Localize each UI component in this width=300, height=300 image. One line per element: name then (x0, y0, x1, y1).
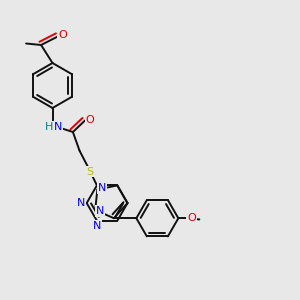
Text: H: H (45, 122, 53, 132)
Text: N: N (76, 198, 85, 208)
Text: S: S (86, 167, 93, 177)
Text: N: N (96, 206, 104, 216)
Text: N: N (98, 183, 106, 193)
Text: O: O (187, 213, 196, 223)
Text: O: O (58, 30, 67, 40)
Text: O: O (85, 115, 94, 125)
Text: N: N (93, 220, 101, 230)
Text: N: N (54, 122, 62, 132)
